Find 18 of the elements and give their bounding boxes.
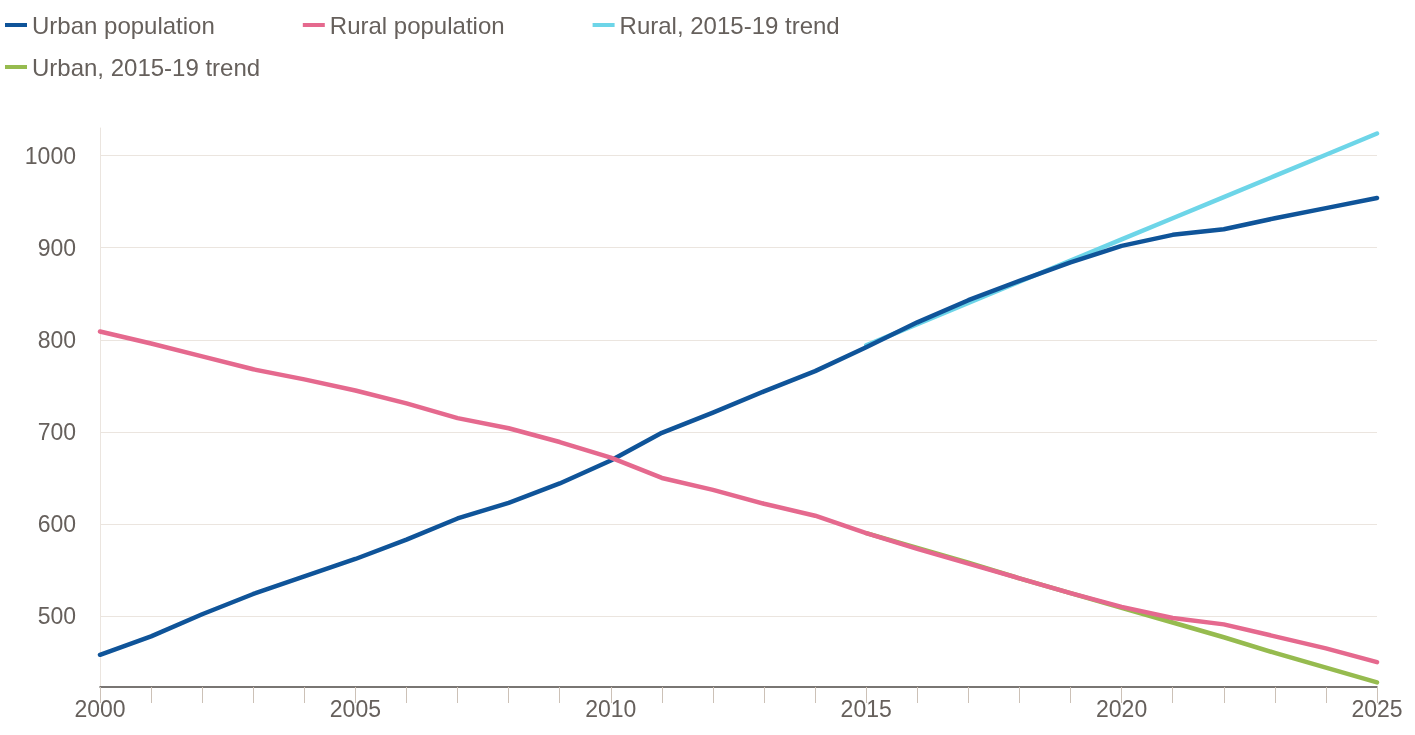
- legend-label: Rural, 2015-19 trend: [619, 11, 840, 39]
- line-series: [97, 329, 1380, 665]
- x-tick-label: 2005: [329, 695, 381, 722]
- line-series: [97, 195, 1380, 658]
- legend-label: Rural population: [329, 11, 505, 39]
- y-tick-label: 700: [37, 418, 76, 445]
- y-tick-label: 1000: [24, 142, 76, 169]
- legend-label: Urban, 2015-19 trend: [32, 53, 261, 81]
- x-tick-label: 2015: [840, 695, 892, 722]
- x-tick-label: 2025: [1351, 695, 1403, 722]
- x-tick-label: 2000: [74, 695, 126, 722]
- y-tick-label: 800: [37, 326, 76, 353]
- x-tick-label: 2010: [585, 695, 637, 722]
- y-tick-label: 900: [37, 234, 76, 261]
- x-tick-label: 2020: [1096, 695, 1148, 722]
- y-tick-label: 600: [37, 511, 76, 537]
- y-tick-label: 500: [37, 603, 76, 630]
- legend-label: Urban population: [32, 11, 215, 39]
